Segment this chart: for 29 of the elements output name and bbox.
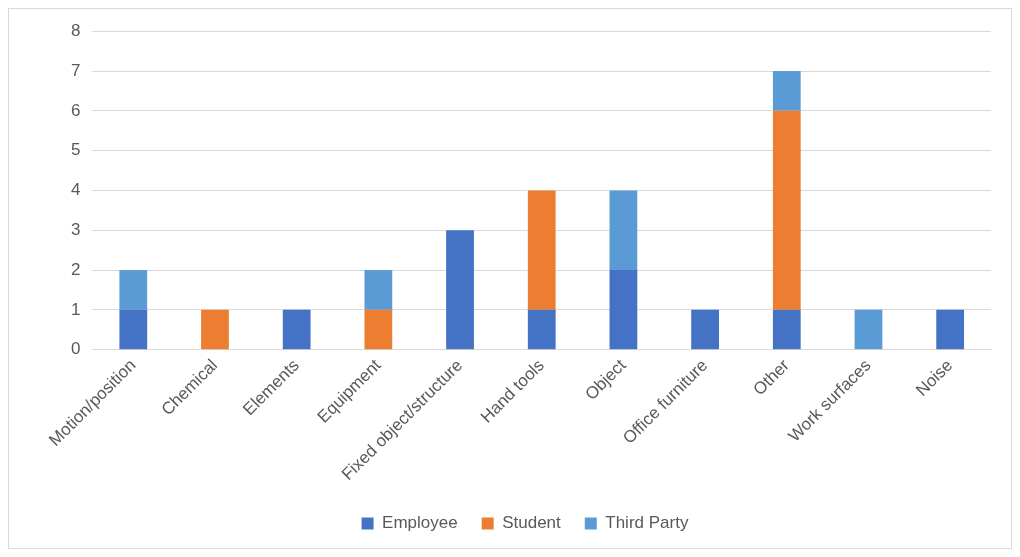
bar (201, 309, 229, 350)
bar (609, 270, 638, 350)
bar (119, 309, 148, 350)
y-tick-label: 8 (70, 20, 81, 40)
y-tick-label: 0 (70, 339, 81, 359)
y-tick-label: 6 (70, 100, 81, 120)
bar (446, 230, 474, 350)
bar (609, 190, 638, 271)
y-tick-label: 2 (70, 259, 81, 279)
bar (936, 309, 965, 350)
legend-label: Employee (382, 513, 458, 533)
bar (282, 309, 311, 350)
bar (772, 110, 801, 310)
bar (364, 270, 393, 310)
y-tick-label: 1 (70, 299, 81, 319)
legend-label: Student (502, 513, 562, 533)
bar (854, 309, 883, 350)
y-tick-label: 3 (70, 219, 81, 239)
bar (527, 309, 556, 350)
y-tick-label: 4 (70, 180, 81, 200)
bar (691, 309, 719, 350)
bar (772, 71, 801, 111)
legend-label: Third Party (605, 513, 689, 533)
bar (364, 309, 393, 350)
bar (772, 309, 801, 350)
bar (527, 190, 556, 310)
y-tick-label: 5 (70, 140, 81, 160)
bar (119, 270, 148, 310)
y-tick-label: 7 (70, 60, 81, 80)
